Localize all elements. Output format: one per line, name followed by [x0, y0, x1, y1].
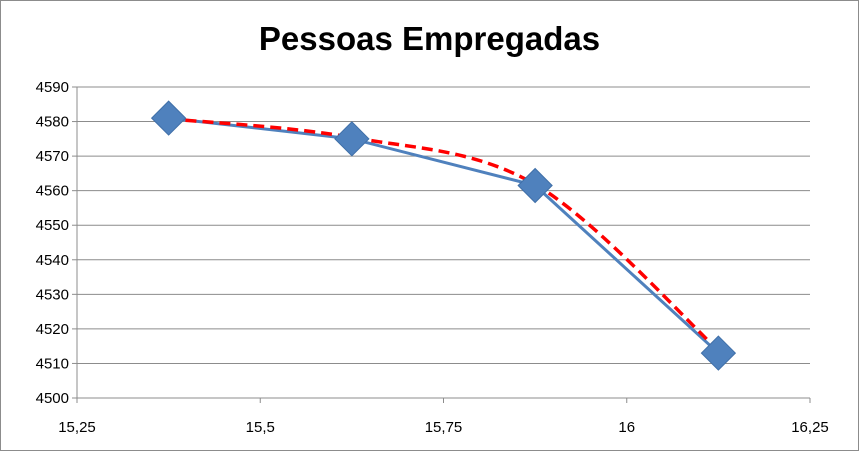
- y-tick-label: 4560: [36, 183, 69, 200]
- axes: [72, 86, 811, 403]
- data-point-marker: [334, 121, 370, 157]
- y-tick-label: 4510: [36, 355, 69, 372]
- y-tick-label: 4580: [36, 114, 69, 131]
- x-tick-label: 15,75: [425, 419, 463, 436]
- x-tick-labels: 15,25 15,5 15,75 16 16,25: [58, 419, 829, 436]
- x-tick-label: 15,5: [246, 419, 275, 436]
- data-point-marker: [700, 335, 737, 371]
- y-tick-label: 4520: [36, 321, 69, 338]
- x-tick-label: 16,25: [791, 419, 829, 436]
- y-tick-label: 4530: [36, 286, 69, 303]
- y-tick-label: 4570: [36, 148, 69, 165]
- y-tick-label: 4550: [36, 217, 69, 234]
- data-point-marker: [517, 167, 553, 204]
- data-point-marker: [150, 100, 187, 136]
- series-line: [168, 116, 720, 355]
- y-tick-label: 4590: [36, 79, 69, 96]
- x-tick-label: 16: [618, 419, 635, 436]
- chart-title: Pessoas Empregadas: [258, 20, 601, 57]
- y-tick-labels: 4500 4510 4520 4530 4540 4550 4560 4570 4580 4590: [36, 79, 69, 407]
- y-tick-label: 4500: [36, 390, 69, 407]
- x-tick-label: 15,25: [58, 419, 96, 436]
- series: [150, 100, 737, 371]
- trendline: [168, 117, 720, 352]
- y-tick-label: 4540: [36, 252, 69, 269]
- gridlines: [77, 86, 810, 364]
